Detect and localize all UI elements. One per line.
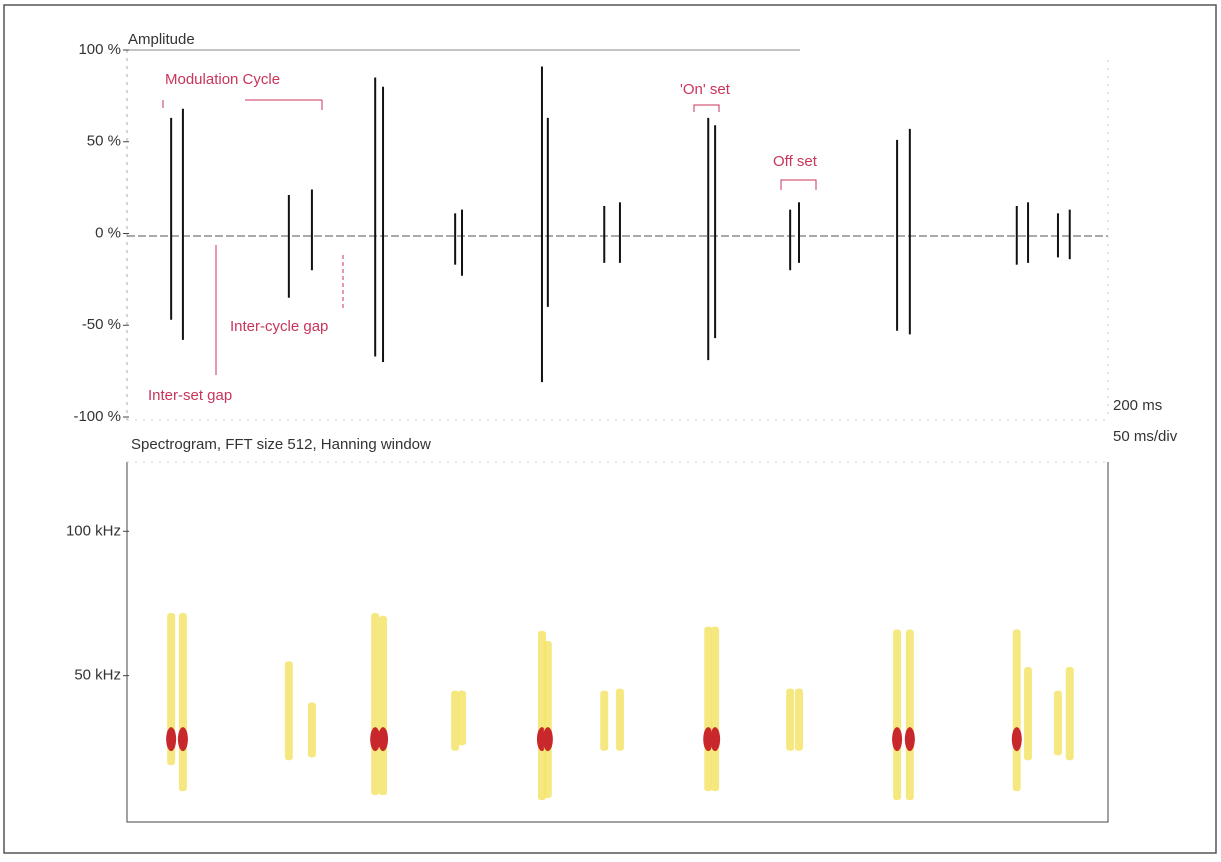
- scale-label: 200 ms: [1113, 397, 1162, 414]
- y-tick-label: 0 %: [95, 224, 121, 241]
- energy-band: [786, 688, 795, 751]
- y-tick-label: -100 %: [73, 408, 121, 425]
- annotation-marks: [162, 99, 817, 375]
- spectrogram-axes: [126, 462, 1109, 823]
- y-tick-label: 50 kHz: [74, 667, 121, 684]
- energy-peak: [703, 727, 714, 752]
- frame: [3, 4, 1217, 854]
- energy-band: [307, 702, 316, 758]
- energy-band: [371, 612, 380, 796]
- energy-band: [615, 688, 624, 751]
- energy-band: [1053, 690, 1062, 756]
- bracket: [693, 104, 720, 112]
- energy-band: [1065, 666, 1074, 761]
- energy-peak: [177, 727, 188, 752]
- energy-band: [600, 690, 609, 751]
- energy-peak: [1011, 727, 1022, 752]
- y-tick-label: 50 %: [87, 133, 121, 150]
- bracket: [780, 179, 817, 190]
- energy-peak: [904, 727, 915, 752]
- annotation: Inter-set gap: [148, 387, 232, 404]
- energy-peak: [892, 727, 903, 752]
- energy-band: [704, 626, 713, 792]
- energy-peak: [370, 727, 381, 752]
- y-tick-label: -50 %: [82, 316, 121, 333]
- energy-band: [458, 690, 467, 746]
- y-tick-label: 100 %: [78, 41, 121, 58]
- energy-band: [379, 615, 388, 796]
- annotation: 'On' set: [680, 81, 731, 98]
- amplitude-title: Amplitude: [128, 31, 195, 48]
- energy-peak: [166, 727, 177, 752]
- energy-band: [794, 688, 803, 751]
- y-tick-label: 100 kHz: [66, 522, 121, 539]
- energy-band: [167, 612, 176, 766]
- annotation: Off set: [773, 153, 818, 170]
- spectrogram-title: Spectrogram, FFT size 512, Hanning windo…: [131, 436, 431, 453]
- energy-band: [543, 641, 552, 799]
- energy-band: [711, 626, 720, 792]
- bracket: [162, 99, 323, 110]
- energy-peak: [542, 727, 553, 752]
- energy-peak: [378, 727, 389, 752]
- energy-band: [451, 690, 460, 751]
- division-label: 50 ms/div: [1113, 428, 1178, 445]
- energy-peak: [710, 727, 721, 752]
- energy-band: [1024, 666, 1033, 761]
- energy-band: [1012, 629, 1021, 792]
- annotation: Inter-cycle gap: [230, 318, 328, 335]
- energy-band: [284, 661, 293, 761]
- annotation: Modulation Cycle: [165, 71, 280, 88]
- energy-band: [893, 629, 902, 801]
- energy-band: [905, 629, 914, 801]
- energy-band: [178, 612, 187, 792]
